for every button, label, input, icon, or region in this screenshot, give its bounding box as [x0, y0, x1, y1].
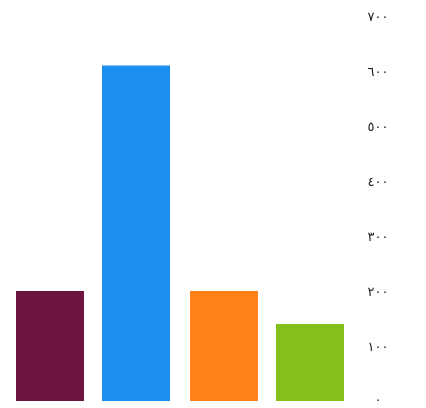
- y-tick-label: ٤٠٠: [368, 175, 389, 190]
- y-tick-label: ٣٠٠: [368, 230, 389, 245]
- y-tick-label: ١٠٠: [368, 340, 389, 355]
- bars-group: [16, 65, 344, 401]
- y-tick-label: ٦٠٠: [368, 65, 389, 80]
- bar-2: [102, 65, 170, 401]
- y-tick-label: ٥٠٠: [368, 120, 389, 135]
- y-tick-label: ٠: [375, 393, 382, 408]
- y-axis-tick-labels: ٠ ١٠٠ ٢٠٠ ٣٠٠ ٤٠٠ ٥٠٠ ٦٠٠ ٧٠٠: [368, 10, 389, 408]
- y-tick-label: ٢٠٠: [368, 285, 389, 300]
- bar-3: [190, 291, 258, 401]
- bar-4: [276, 324, 344, 401]
- bar-1: [16, 291, 84, 401]
- y-tick-label: ٧٠٠: [368, 10, 389, 25]
